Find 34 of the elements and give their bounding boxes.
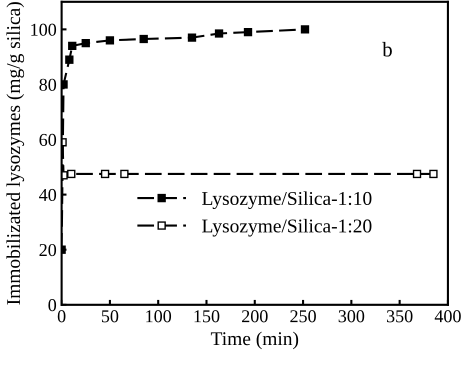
- point: [100, 170, 110, 178]
- point: [65, 55, 74, 64]
- x-tick-label: 50: [102, 310, 118, 322]
- point: [429, 170, 438, 178]
- y-tick-label: 80: [39, 78, 56, 91]
- annotation: b: [382, 42, 392, 57]
- y-tick-label: 40: [39, 188, 56, 202]
- x-tick-label: 150: [194, 310, 220, 322]
- point: [188, 33, 196, 42]
- x-tick-label: 100: [146, 310, 172, 322]
- x-tick-label: 300: [338, 310, 364, 322]
- point: [244, 28, 252, 36]
- point: [214, 29, 224, 38]
- legend-label: Lysozyme/Silica-1:10: [202, 191, 372, 210]
- x-tick-label: 350: [386, 310, 412, 322]
- point: [106, 36, 114, 45]
- x-axis-title: Time (min): [210, 332, 298, 350]
- y-tick-label: 0: [48, 299, 56, 312]
- x-tick-label: 0: [58, 310, 66, 322]
- point: [412, 170, 422, 178]
- point: [82, 38, 90, 48]
- point: [300, 25, 310, 34]
- y-axis-title: Immobilizated lysozymes (mg/g silica): [6, 2, 24, 305]
- x-tick-label: 400: [434, 310, 461, 322]
- point: [120, 170, 129, 178]
- point: [67, 170, 76, 178]
- y-tick-label: 20: [39, 244, 56, 256]
- point: [140, 34, 148, 44]
- x-tick-label: 250: [290, 310, 316, 322]
- y-tick-label: 100: [31, 24, 56, 36]
- y-tick-label: 60: [39, 134, 56, 146]
- x-tick-label: 200: [242, 310, 268, 322]
- legend-label: Lysozyme/Silica-1:20: [202, 218, 372, 237]
- point: [68, 42, 76, 50]
